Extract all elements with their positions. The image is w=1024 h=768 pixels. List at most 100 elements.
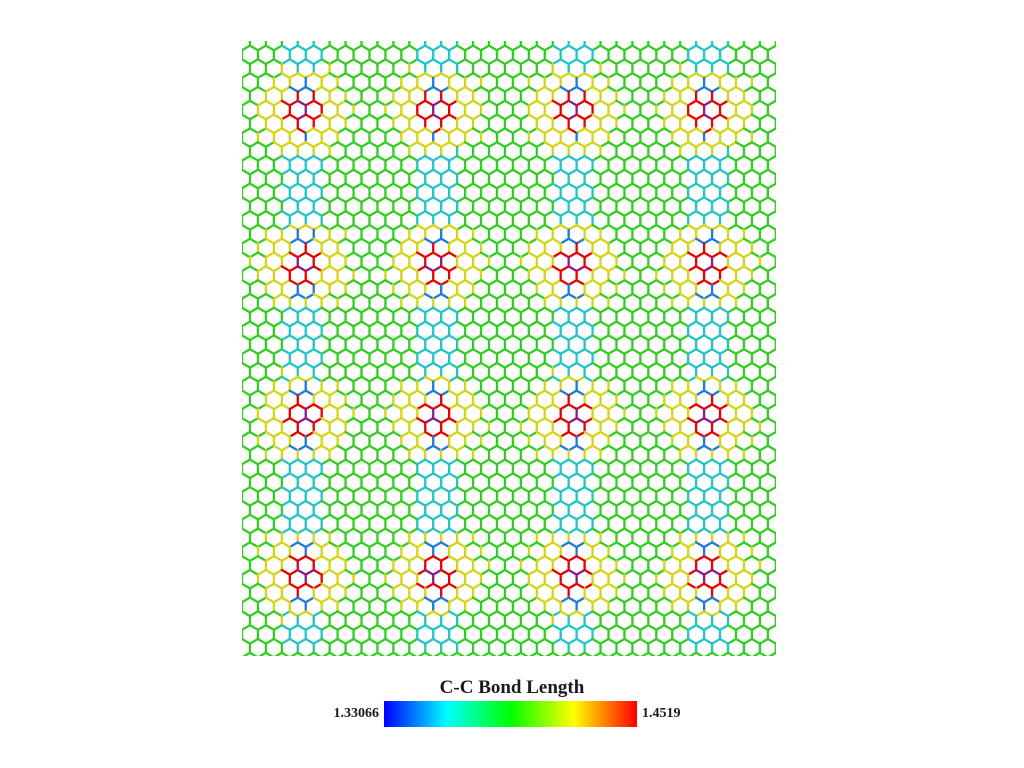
cc-bond [808, 266, 816, 271]
cc-bond [392, 568, 403, 576]
cc-bond [416, 486, 427, 493]
cc-bond [400, 279, 411, 286]
cc-bond [702, 279, 714, 286]
cc-bond [392, 237, 403, 245]
cc-bond [368, 444, 379, 452]
cc-bond [623, 237, 634, 245]
cc-bond [543, 403, 554, 411]
cc-bond [750, 154, 762, 162]
cc-bond [242, 85, 252, 93]
cc-bond [202, 487, 210, 492]
cc-bond [242, 242, 244, 245]
cc-bond [479, 389, 491, 397]
cc-bond [718, 444, 730, 452]
cc-bond [623, 513, 634, 521]
cc-bond [495, 113, 507, 121]
cc-bond [440, 472, 451, 480]
cc-bond [543, 444, 554, 452]
cc-bond [455, 444, 467, 452]
cc-bond [256, 72, 268, 79]
cc-bond [766, 292, 776, 300]
cc-bond [248, 541, 260, 549]
cc-bond [559, 458, 570, 466]
cc-bond [479, 541, 491, 549]
cc-bond [607, 361, 618, 369]
cc-bond [726, 127, 738, 135]
cc-bond [424, 348, 435, 355]
cc-bond [368, 527, 379, 535]
cc-bond [551, 320, 562, 328]
cc-bond [400, 348, 411, 355]
cc-bond [704, 18, 712, 23]
cc-bond [368, 320, 379, 328]
cc-bond [774, 145, 776, 148]
cc-bond [559, 196, 570, 204]
cc-bond [210, 101, 218, 106]
cc-bond [543, 348, 554, 355]
cc-bond [400, 306, 411, 314]
cc-bond [369, 18, 377, 23]
cc-bond [583, 237, 594, 245]
cc-bond [567, 417, 578, 424]
cc-bond [352, 320, 363, 328]
cc-bond [591, 127, 602, 135]
cc-bond [272, 458, 283, 466]
cc-bond [282, 4, 290, 9]
cc-bond [694, 403, 706, 411]
cc-bond [647, 513, 658, 521]
cc-bond [242, 292, 252, 300]
cc-bond [527, 375, 538, 383]
cc-bond [575, 430, 586, 438]
cc-bond [352, 279, 363, 286]
cc-bond [471, 306, 483, 314]
cc-bond [671, 417, 682, 424]
cc-bond [553, 32, 561, 37]
cc-bond [774, 117, 776, 121]
cc-bond [527, 196, 538, 204]
cc-bond [290, 18, 298, 23]
cc-bond [808, 225, 816, 230]
cc-bond [679, 223, 690, 231]
cc-bond [272, 444, 283, 452]
cc-bond [447, 444, 459, 452]
cc-bond [535, 513, 546, 521]
cc-bond [210, 253, 218, 258]
cc-bond [758, 44, 769, 52]
cc-bond [322, 32, 330, 37]
cc-bond [384, 85, 395, 93]
cc-bond [416, 417, 427, 424]
cc-bond [607, 430, 618, 438]
cc-bond [768, 4, 776, 9]
cc-bond [258, 18, 266, 23]
cc-bond [384, 444, 395, 452]
cc-bond [352, 58, 363, 66]
cc-bond [728, 32, 736, 37]
cc-bond [447, 196, 459, 204]
cc-bond [591, 265, 602, 273]
cc-bond [503, 389, 515, 397]
cc-bond [471, 375, 483, 383]
cc-bond [360, 417, 371, 424]
cc-bond [623, 182, 634, 190]
cc-bond [766, 223, 776, 231]
cc-bond [447, 127, 459, 135]
cc-bond [440, 58, 451, 66]
cc-bond [432, 113, 443, 121]
cc-bond [655, 196, 666, 204]
cc-bond [210, 570, 218, 575]
cc-bond [583, 472, 594, 480]
cc-bond [432, 168, 443, 176]
cc-bond [607, 141, 618, 148]
cc-bond [248, 458, 260, 466]
cc-bond [655, 444, 666, 452]
cc-bond [742, 237, 754, 245]
cc-bond [320, 499, 331, 507]
cc-bond [336, 582, 347, 590]
cc-bond [296, 113, 307, 121]
cc-bond [344, 499, 355, 507]
cc-bond [400, 182, 411, 190]
cc-bond [400, 320, 411, 328]
cc-bond [623, 348, 634, 355]
cc-bond [479, 306, 491, 314]
cc-bond [360, 389, 371, 397]
